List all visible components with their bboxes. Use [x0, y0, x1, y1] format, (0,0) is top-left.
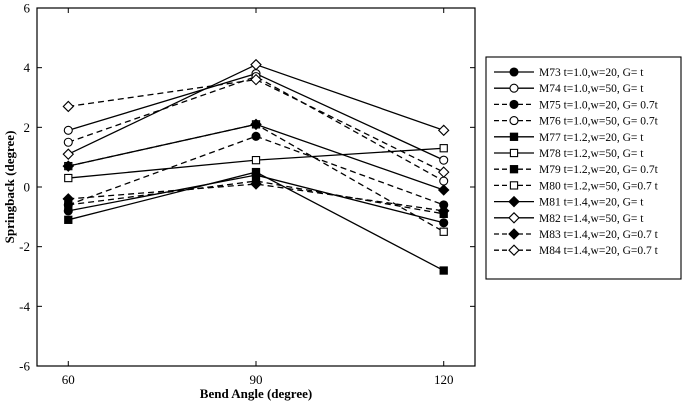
data-point [251, 167, 261, 177]
data-point [437, 205, 450, 217]
legend-label: M79 t=1.2,w=20, G= 0.7t [539, 164, 659, 176]
series-line [68, 180, 444, 215]
data-point [437, 124, 450, 137]
legend-box [485, 56, 682, 280]
legend-marker [509, 99, 519, 109]
legend-label: M81 t=1.4,w=20, G= t [539, 197, 644, 209]
data-point [62, 160, 75, 172]
legend-label: M84 t=1.4,w=20, G=0.7 t [539, 245, 659, 257]
data-point [64, 215, 73, 224]
series-5 [64, 167, 448, 275]
series-12 [62, 73, 450, 178]
data-point [250, 118, 262, 131]
data-point [62, 193, 75, 205]
legend-item: M73 t=1.0,w=20, G= t [494, 67, 644, 79]
data-point [62, 100, 75, 113]
legend-marker [509, 83, 519, 93]
data-point [437, 166, 450, 178]
data-point [250, 178, 262, 190]
series-line [68, 75, 445, 182]
y-tick-label: 6 [24, 1, 31, 16]
data-point [439, 227, 448, 236]
legend-marker [509, 67, 519, 77]
legend-marker [508, 212, 520, 224]
series-6 [64, 144, 448, 183]
legend-item: M82 t=1.4,w=50, G= t [494, 212, 644, 225]
legend-item: M76 t=1.0,w=50, G= 0.7t [494, 116, 659, 128]
legend-item: M83 t=1.4,w=20, G=0.7 t [494, 228, 659, 241]
legend-label: M77 t=1.2,w=20, G= t [539, 132, 644, 144]
data-point [63, 137, 73, 147]
legend-marker [508, 195, 520, 208]
legend-item: M80 t=1.2,w=50, G=0.7 t [494, 180, 659, 192]
legend-item: M84 t=1.4,w=20, G=0.7 t [494, 244, 659, 257]
legend-marker [509, 148, 519, 158]
series-11 [62, 178, 450, 217]
legend-label: M83 t=1.4,w=20, G=0.7 t [539, 229, 659, 241]
legend-marker [509, 165, 519, 174]
data-point [439, 176, 449, 186]
data-point [439, 144, 448, 153]
legend-label: M74 t=1.0,w=50, G= t [539, 83, 644, 95]
legend-marker [509, 181, 519, 190]
legend-label: M80 t=1.2,w=50, G=0.7 t [539, 180, 659, 192]
data-point [251, 156, 261, 165]
legend-label: M78 t=1.2,w=50, G= t [539, 148, 644, 160]
series-line [68, 78, 445, 173]
legend-item: M75 t=1.0,w=20, G= 0.7t [494, 99, 659, 111]
x-tick-label: 90 [250, 372, 263, 387]
data-point [437, 184, 450, 196]
legend-marker [509, 116, 519, 126]
legend-label: M73 t=1.0,w=20, G= t [539, 67, 644, 79]
series-9 [62, 118, 450, 196]
series-4 [63, 72, 449, 186]
series-line [68, 135, 444, 206]
data-point [251, 131, 261, 141]
x-tick-label: 120 [434, 372, 454, 387]
legend-item: M78 t=1.2,w=50, G= t [494, 148, 644, 160]
y-tick-label: -2 [19, 239, 30, 254]
plot-area [62, 58, 450, 275]
legend-label: M82 t=1.4,w=50, G= t [539, 213, 644, 225]
series-line [68, 72, 444, 161]
data-point [64, 173, 73, 183]
legend-marker [509, 132, 519, 141]
x-tick-label: 60 [62, 372, 75, 387]
legend-marker [508, 244, 520, 256]
y-tick-label: -6 [19, 359, 30, 374]
y-tick-label: -4 [19, 299, 30, 314]
y-tick-label: 4 [24, 60, 31, 75]
series-10 [62, 58, 450, 160]
legend-item: M79 t=1.2,w=20, G= 0.7t [494, 164, 659, 176]
y-tick-label: 2 [24, 120, 31, 135]
y-axis-label: Springback (degree) [2, 131, 17, 244]
y-tick-label: 0 [24, 180, 31, 195]
legend-item: M74 t=1.0,w=50, G= t [494, 83, 644, 95]
legend-marker [508, 228, 520, 240]
legend: M73 t=1.0,w=20, G= t M74 t=1.0,w=50, G= t… [485, 56, 682, 280]
series-line [68, 183, 444, 212]
data-point [250, 58, 262, 71]
data-point [62, 148, 75, 160]
data-point [439, 266, 448, 275]
data-point [250, 73, 262, 86]
legend-item: M81 t=1.4,w=20, G= t [494, 195, 644, 209]
data-point [439, 155, 449, 165]
legend-item: M77 t=1.2,w=20, G= t [494, 132, 644, 144]
x-axis-label: Bend Angle (degree) [200, 386, 312, 401]
legend-label: M75 t=1.0,w=20, G= 0.7t [539, 99, 659, 111]
legend-label: M76 t=1.0,w=50, G= 0.7t [539, 116, 659, 128]
data-point [439, 218, 449, 228]
data-point [63, 125, 73, 135]
axes: -6 -4 -2 0 2 4 6 60 90 120 [19, 1, 476, 387]
